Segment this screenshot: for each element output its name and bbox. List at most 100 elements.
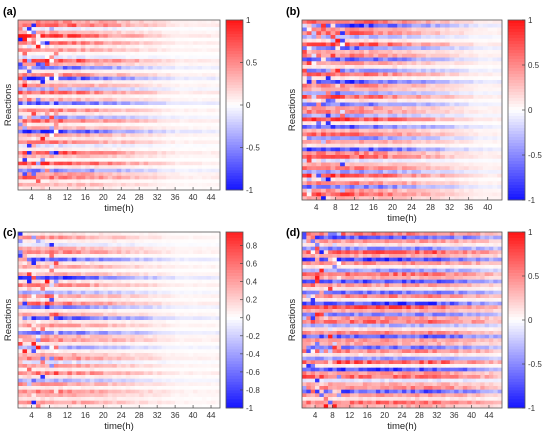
heatmap-cell — [161, 175, 167, 180]
heatmap-cell — [175, 232, 180, 236]
heatmap-cell — [487, 38, 493, 43]
heatmap-cell — [161, 257, 167, 262]
heatmap-cell — [152, 246, 158, 251]
heatmap-cell — [368, 87, 374, 92]
heatmap-cell — [340, 117, 346, 122]
heatmap-cell — [335, 20, 341, 25]
heatmap-cell — [44, 90, 50, 95]
heatmap-cell — [49, 115, 55, 120]
heatmap-cell — [152, 90, 158, 95]
heatmap-cell — [22, 175, 28, 180]
heatmap-cell — [67, 239, 73, 244]
heatmap-cell — [157, 87, 162, 92]
heatmap-cell — [197, 76, 203, 81]
heatmap-cell — [378, 128, 384, 133]
heatmap-cell — [22, 34, 28, 39]
heatmap-cell — [35, 151, 41, 155]
heatmap-cell — [306, 35, 312, 40]
heatmap-cell — [316, 185, 322, 190]
heatmap-cell — [98, 69, 104, 74]
heatmap-cell — [359, 181, 365, 186]
heatmap-cell — [85, 55, 91, 60]
heatmap-cell — [98, 276, 104, 280]
heatmap-cell — [134, 30, 140, 35]
heatmap-cell — [22, 108, 28, 113]
heatmap-cell — [18, 48, 23, 53]
heatmap-cell — [330, 117, 336, 122]
heatmap-cell — [435, 95, 441, 100]
heatmap-cell — [31, 140, 37, 145]
heatmap-cell — [130, 232, 136, 236]
heatmap-cell — [116, 246, 122, 251]
heatmap-cell — [31, 254, 37, 258]
heatmap-cell — [49, 257, 55, 262]
heatmap-cell — [473, 106, 479, 111]
heatmap-cell — [175, 122, 180, 127]
heatmap-cell — [392, 61, 398, 66]
heatmap-cell — [344, 181, 350, 186]
heatmap-cell — [392, 158, 398, 163]
heatmap-cell — [397, 162, 403, 167]
heatmap-cell — [89, 261, 95, 266]
heatmap-cell — [49, 90, 55, 95]
heatmap-cell — [215, 276, 221, 280]
heatmap-cell — [143, 279, 149, 284]
heatmap-cell — [463, 42, 469, 47]
heatmap-cell — [130, 250, 136, 255]
heatmap-cell — [157, 161, 162, 166]
heatmap-cell — [387, 125, 393, 130]
heatmap-cell — [170, 279, 176, 284]
heatmap-cell — [359, 110, 365, 115]
heatmap-cell — [402, 121, 408, 126]
heatmap-cell — [392, 98, 398, 103]
heatmap-cell — [340, 80, 346, 85]
heatmap-cell — [215, 154, 221, 159]
heatmap-cell — [107, 129, 113, 134]
heatmap-cell — [85, 279, 91, 284]
heatmap-cell — [492, 132, 498, 137]
heatmap-cell — [22, 90, 28, 95]
heatmap-cell — [179, 55, 185, 60]
heatmap-cell — [148, 172, 153, 177]
heatmap-cell — [31, 265, 37, 269]
heatmap-cell — [139, 94, 144, 99]
heatmap-cell — [373, 177, 379, 182]
heatmap-cell — [184, 101, 189, 106]
heatmap-cell — [211, 154, 216, 159]
heatmap-cell — [71, 136, 77, 141]
heatmap-cell — [103, 186, 109, 191]
heatmap-cell — [121, 239, 127, 244]
heatmap-cell — [468, 38, 474, 43]
heatmap-cell — [193, 87, 198, 92]
heatmap-cell — [482, 125, 489, 130]
heatmap-cell — [306, 38, 312, 43]
heatmap-cell — [416, 53, 422, 58]
heatmap-cell — [425, 181, 431, 186]
heatmap-cell — [98, 122, 104, 127]
heatmap-cell — [454, 162, 460, 167]
heatmap-cell — [31, 272, 37, 277]
heatmap-cell — [112, 41, 118, 46]
heatmap-cell — [125, 27, 131, 31]
heatmap-cell — [421, 83, 427, 88]
heatmap-cell — [49, 143, 55, 148]
heatmap-cell — [193, 115, 198, 120]
heatmap-cell — [215, 119, 221, 124]
heatmap-cell — [71, 257, 77, 262]
heatmap-cell — [85, 250, 91, 255]
heatmap-cell — [62, 105, 68, 109]
heatmap-cell — [193, 101, 198, 106]
heatmap-cell — [382, 20, 389, 25]
heatmap-cell — [89, 168, 95, 173]
heatmap-cell — [179, 90, 185, 95]
heatmap-cell — [215, 175, 221, 180]
x-tick-label: 20 — [99, 193, 108, 202]
heatmap-cell — [349, 38, 355, 43]
heatmap-cell — [473, 23, 479, 28]
heatmap-cell — [335, 166, 341, 171]
heatmap-cell — [76, 151, 82, 155]
heatmap-cell — [161, 105, 167, 109]
heatmap-cell — [354, 196, 360, 201]
heatmap-cell — [98, 136, 104, 141]
heatmap-cell — [463, 91, 469, 96]
